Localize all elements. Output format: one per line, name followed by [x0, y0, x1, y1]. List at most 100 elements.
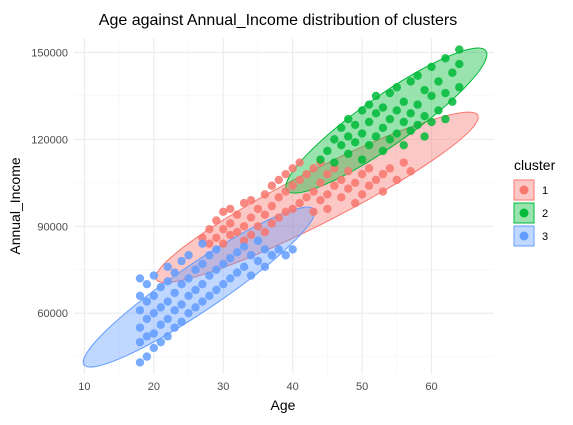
cluster-3-point [253, 236, 263, 245]
cluster-2-point [350, 120, 360, 130]
cluster-3-point [288, 245, 297, 254]
cluster-1-point [364, 164, 374, 173]
cluster-3-point [225, 274, 235, 283]
cluster-1-point [399, 158, 408, 167]
cluster-1-point [225, 204, 235, 214]
cluster-3-point [205, 291, 214, 300]
cluster-2-point [420, 112, 429, 121]
cluster-3-point [205, 251, 214, 260]
cluster-2-point [371, 91, 381, 101]
cluster-1-point [212, 216, 221, 225]
cluster-3-point [281, 251, 290, 260]
cluster-3-point [219, 280, 228, 289]
cluster-1-point [295, 198, 304, 208]
cluster-3-point [260, 245, 270, 254]
cluster-2-point [316, 155, 325, 164]
cluster-3-point [135, 337, 145, 347]
cluster-3-point [212, 245, 221, 254]
cluster-3-point [198, 280, 207, 289]
cluster-1-point [337, 175, 346, 185]
cluster-3-point [149, 329, 159, 338]
cluster-2-point [392, 106, 402, 115]
cluster-3-point [170, 288, 179, 298]
cluster-1-point [371, 175, 381, 185]
cluster-1-point [260, 227, 270, 237]
cluster-2-point [448, 97, 457, 106]
y-tick-label: 90000 [37, 221, 68, 233]
cluster-1-point [378, 169, 388, 179]
cluster-3-point [191, 265, 200, 274]
legend-title: cluster [514, 157, 556, 173]
cluster-3-point [142, 352, 152, 361]
cluster-1-point [323, 204, 332, 214]
cluster-3-point [135, 274, 145, 283]
cluster-3-point [170, 323, 179, 332]
x-tick-label: 30 [217, 381, 229, 393]
cluster-2-point [385, 88, 395, 98]
cluster-1-point [281, 187, 290, 196]
x-tick-label: 60 [425, 381, 437, 393]
cluster-3-point [149, 308, 159, 318]
cluster-2-point [378, 123, 388, 132]
cluster-1-point [239, 236, 249, 245]
cluster-2-point [427, 117, 436, 127]
cluster-3-point [246, 271, 256, 280]
cluster-3-point [149, 343, 159, 353]
cluster-3-point [149, 291, 159, 300]
cluster-3-point [225, 253, 235, 263]
cluster-1-point [260, 210, 270, 219]
cluster-3-point [163, 332, 172, 341]
cluster-1-point [239, 222, 249, 231]
cluster-1-point [246, 196, 256, 205]
cluster-2-point [392, 129, 402, 138]
cluster-1-point [267, 219, 277, 228]
cluster-1-point [350, 198, 360, 208]
axis-ticks: 10 20 30 40 50 60 60000 90000 120000 150000 [31, 47, 437, 393]
cluster-1-point [212, 233, 221, 243]
cluster-3-point [198, 297, 207, 306]
cluster-3-point [163, 314, 172, 324]
data-points [135, 45, 464, 367]
cluster-3-point [232, 248, 242, 257]
cluster-1-point [302, 193, 311, 202]
cluster-1-point [337, 193, 346, 202]
cluster-1-point [385, 164, 395, 173]
cluster-3-point [253, 256, 263, 266]
cluster-3-point [170, 268, 179, 277]
cluster-2-point [371, 132, 381, 141]
cluster-2-point [378, 146, 388, 156]
cluster-3-point [156, 320, 165, 329]
cluster-1-point [309, 187, 318, 196]
cluster-3-point [212, 285, 221, 295]
cluster-2-point [364, 140, 374, 150]
legend-marker-3 [519, 231, 529, 241]
cluster-1-point [323, 190, 332, 199]
cluster-3-point [163, 297, 172, 306]
cluster-1-point [198, 233, 207, 243]
y-tick-label: 60000 [37, 308, 68, 320]
cluster-1-point [295, 158, 304, 167]
cluster-1-point [288, 204, 297, 214]
cluster-3-point [135, 358, 145, 367]
cluster-1-point [253, 204, 263, 214]
cluster-2-point [337, 140, 346, 150]
cluster-1-point [274, 213, 283, 222]
cluster-2-point [364, 117, 374, 127]
cluster-2-point [455, 83, 464, 92]
cluster-3-point [177, 300, 186, 309]
cluster-2-point [406, 77, 415, 86]
cluster-3-point [142, 332, 152, 341]
y-tick-label: 120000 [31, 134, 68, 146]
cluster-1-point [219, 224, 228, 234]
x-tick-label: 50 [356, 381, 368, 393]
cluster-1-point [246, 230, 256, 240]
cluster-2-point [413, 100, 422, 109]
cluster-1-point [406, 167, 415, 176]
chart-title: Age against Annual_Income distribution o… [99, 12, 457, 29]
cluster-1-point [357, 190, 367, 199]
cluster-3-point [142, 297, 152, 306]
cluster-2-point [420, 132, 429, 141]
cluster-2-point [371, 109, 381, 118]
cluster-3-ellipse [82, 206, 316, 368]
cluster-2-point [434, 77, 443, 86]
